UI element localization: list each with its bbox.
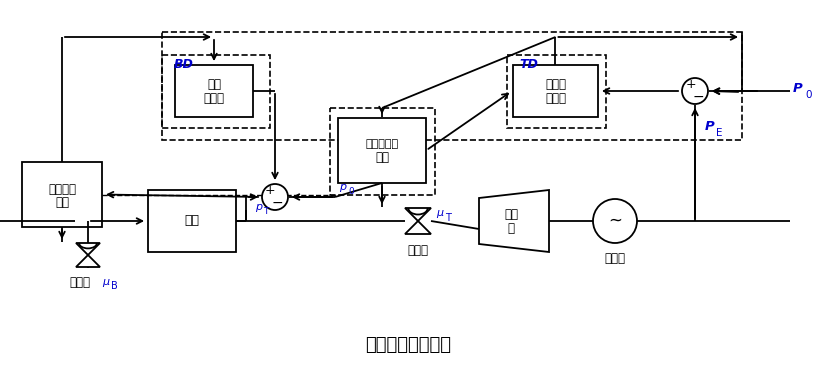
Polygon shape: [76, 255, 100, 267]
Text: −: −: [692, 90, 703, 104]
Bar: [162, 32, 742, 140]
Text: 主控器: 主控器: [203, 91, 225, 104]
Text: +: +: [685, 77, 696, 91]
Circle shape: [262, 184, 288, 210]
Polygon shape: [405, 208, 431, 221]
Text: 发电机: 发电机: [605, 252, 626, 265]
Text: 主控器: 主控器: [545, 91, 566, 104]
Polygon shape: [405, 221, 431, 234]
Text: 锅炉: 锅炉: [185, 215, 199, 228]
Polygon shape: [479, 190, 549, 252]
Bar: [513, 65, 598, 117]
Text: 机: 机: [507, 222, 515, 235]
Bar: [148, 190, 236, 252]
Text: ~: ~: [608, 212, 622, 230]
Text: p: p: [256, 202, 262, 212]
Text: p: p: [339, 182, 346, 192]
Text: BD: BD: [174, 58, 194, 71]
Text: 燃烧率: 燃烧率: [69, 276, 91, 289]
Text: 系统: 系统: [375, 151, 389, 164]
Bar: [507, 55, 606, 128]
Text: 调节阀: 调节阀: [408, 243, 428, 256]
Text: 0: 0: [805, 90, 811, 100]
Text: 锅炉控制: 锅炉控制: [48, 183, 76, 196]
Text: 0: 0: [348, 186, 354, 195]
Circle shape: [682, 78, 708, 104]
Text: −: −: [271, 196, 283, 210]
Text: 汽轮: 汽轮: [504, 209, 518, 222]
Text: T: T: [263, 206, 269, 215]
Text: T: T: [445, 213, 451, 223]
Text: E: E: [716, 128, 722, 138]
Text: +: +: [265, 185, 275, 198]
Bar: [330, 108, 435, 195]
Polygon shape: [76, 243, 100, 255]
Bar: [175, 65, 253, 117]
Text: P: P: [705, 120, 715, 132]
Text: B: B: [110, 281, 118, 291]
Text: μ: μ: [436, 208, 444, 218]
Text: 汽轮机控制: 汽轮机控制: [365, 139, 399, 149]
Text: 汽轮机: 汽轮机: [545, 78, 566, 91]
Text: μ: μ: [102, 277, 109, 287]
Text: P: P: [793, 83, 803, 95]
Text: 锅炉跟随控制方式: 锅炉跟随控制方式: [365, 336, 451, 354]
Text: 锅炉: 锅炉: [207, 78, 221, 91]
Bar: [22, 162, 102, 227]
Bar: [338, 118, 426, 183]
Circle shape: [593, 199, 637, 243]
Bar: [162, 55, 270, 128]
Text: TD: TD: [519, 58, 538, 71]
Text: 系统: 系统: [55, 196, 69, 209]
